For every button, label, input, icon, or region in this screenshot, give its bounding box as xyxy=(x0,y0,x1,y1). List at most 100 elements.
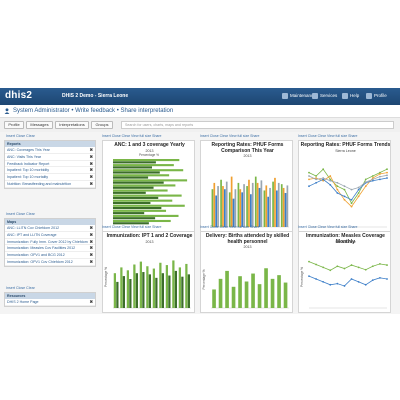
bar[interactable] xyxy=(113,222,149,225)
bar[interactable] xyxy=(113,201,151,205)
bar[interactable] xyxy=(232,198,235,227)
bar[interactable] xyxy=(238,276,242,308)
bar[interactable] xyxy=(213,182,216,227)
bar[interactable] xyxy=(113,196,159,199)
report-label[interactable]: Feedback Indicator Report xyxy=(7,161,50,166)
remove-icon[interactable]: ✖ xyxy=(89,252,93,258)
data-point[interactable] xyxy=(322,179,325,182)
bar[interactable] xyxy=(269,187,271,227)
bar[interactable] xyxy=(113,164,174,167)
bar[interactable] xyxy=(148,274,151,308)
map-label[interactable]: ANC: LLITN Cov Chiefdom 2012 xyxy=(7,226,60,230)
remove-icon[interactable]: ✖ xyxy=(89,160,93,166)
data-point[interactable] xyxy=(343,198,346,201)
map-label[interactable]: Immunization: OPV1 Cov Chiefdom 2012 xyxy=(7,259,73,264)
remove-icon[interactable]: ✖ xyxy=(89,153,93,159)
data-point[interactable] xyxy=(357,195,360,198)
bar[interactable] xyxy=(222,186,224,227)
map-item[interactable]: Immunization: Fully Imm. Cover 2012 by C… xyxy=(5,239,95,246)
bar[interactable] xyxy=(237,182,240,227)
map-label[interactable]: Immunization: OPV1 and BCG 2012 xyxy=(7,253,65,258)
profile-icon[interactable] xyxy=(366,93,372,99)
data-point[interactable] xyxy=(357,281,360,283)
remove-icon[interactable]: ✖ xyxy=(89,238,93,244)
data-point[interactable] xyxy=(336,192,339,194)
tab-groups[interactable]: Groups xyxy=(91,121,113,129)
bar[interactable] xyxy=(274,177,276,227)
bar[interactable] xyxy=(218,278,223,308)
bar[interactable] xyxy=(165,265,168,308)
report-item[interactable]: Feedback Indicator Report ✖ xyxy=(5,161,95,168)
bar[interactable] xyxy=(258,187,261,227)
data-point[interactable] xyxy=(357,186,360,189)
data-point[interactable] xyxy=(386,168,388,171)
bar[interactable] xyxy=(211,189,214,227)
maps-actions[interactable]: Insert Close Clear xyxy=(6,212,35,216)
data-point[interactable] xyxy=(322,177,325,179)
bar[interactable] xyxy=(187,274,190,308)
bar[interactable] xyxy=(230,176,233,227)
map-item[interactable]: Immunization: OPV1 Cov Chiefdom 2012 ✖ xyxy=(5,259,95,266)
panel-actions[interactable]: Insert Close Clear View full size Share xyxy=(200,225,260,229)
data-point[interactable] xyxy=(350,205,353,208)
series-line[interactable] xyxy=(308,275,388,287)
data-point[interactable] xyxy=(315,175,317,177)
bar[interactable] xyxy=(254,176,257,227)
data-point[interactable] xyxy=(350,198,353,201)
panel-actions[interactable]: Insert Close Clear View full size Share xyxy=(298,134,358,138)
data-point[interactable] xyxy=(371,178,374,181)
bar[interactable] xyxy=(113,166,152,169)
tab-profile[interactable]: Profile xyxy=(4,121,24,129)
bar[interactable] xyxy=(161,273,164,308)
bar[interactable] xyxy=(250,194,252,227)
data-point[interactable] xyxy=(308,275,310,277)
data-point[interactable] xyxy=(308,175,310,177)
map-item[interactable]: Immunization: Measles Cov Facilities 201… xyxy=(5,245,95,253)
data-point[interactable] xyxy=(350,264,353,266)
bar[interactable] xyxy=(146,266,149,308)
report-label[interactable]: ANC: Visits This Year xyxy=(7,154,42,159)
map-label[interactable]: Immunization: Fully Imm. Cover 2012 by C… xyxy=(7,239,88,244)
data-point[interactable] xyxy=(364,185,367,188)
bar[interactable] xyxy=(155,277,158,308)
data-point[interactable] xyxy=(371,177,374,179)
series-line[interactable] xyxy=(308,174,388,191)
bar[interactable] xyxy=(246,186,248,227)
data-point[interactable] xyxy=(315,181,317,184)
bar[interactable] xyxy=(220,179,222,227)
resource-label[interactable]: DHIS 2 Home Page xyxy=(7,300,39,304)
dhis2-logo[interactable]: dhis2 xyxy=(5,90,33,101)
bar[interactable] xyxy=(142,272,145,308)
bar[interactable] xyxy=(277,182,280,227)
bar[interactable] xyxy=(241,192,244,227)
bar[interactable] xyxy=(260,180,263,227)
bar[interactable] xyxy=(120,267,123,308)
bar[interactable] xyxy=(113,194,182,197)
data-point[interactable] xyxy=(343,185,346,188)
bar[interactable] xyxy=(224,189,226,227)
bar[interactable] xyxy=(159,262,162,308)
remove-icon[interactable]: ✖ xyxy=(89,180,93,186)
data-point[interactable] xyxy=(386,177,388,179)
menu-maintenance[interactable]: Maintenance xyxy=(290,93,316,98)
report-item[interactable]: Inpatient: Top 10 mortality ✖ xyxy=(5,174,95,181)
bar[interactable] xyxy=(244,281,249,309)
panel-actions[interactable]: Insert Close Clear View full size Share xyxy=(102,225,162,229)
data-point[interactable] xyxy=(364,178,367,181)
data-point[interactable] xyxy=(336,188,339,191)
data-point[interactable] xyxy=(336,282,339,285)
bar[interactable] xyxy=(212,289,216,308)
bar[interactable] xyxy=(251,182,254,227)
bar[interactable] xyxy=(113,199,173,202)
bar[interactable] xyxy=(129,279,132,308)
report-item[interactable]: ANC: Coverages This Year ✖ xyxy=(5,147,95,154)
bar[interactable] xyxy=(113,159,180,162)
data-point[interactable] xyxy=(315,263,317,266)
user-name[interactable]: System Administrator xyxy=(13,108,70,114)
bar[interactable] xyxy=(243,184,245,227)
tab-interpretations[interactable]: Interpretations xyxy=(55,121,89,129)
data-point[interactable] xyxy=(329,179,332,182)
bar[interactable] xyxy=(113,214,179,217)
report-item[interactable]: Inpatient: Top 10 morbidity ✖ xyxy=(5,167,95,175)
data-point[interactable] xyxy=(371,265,374,268)
